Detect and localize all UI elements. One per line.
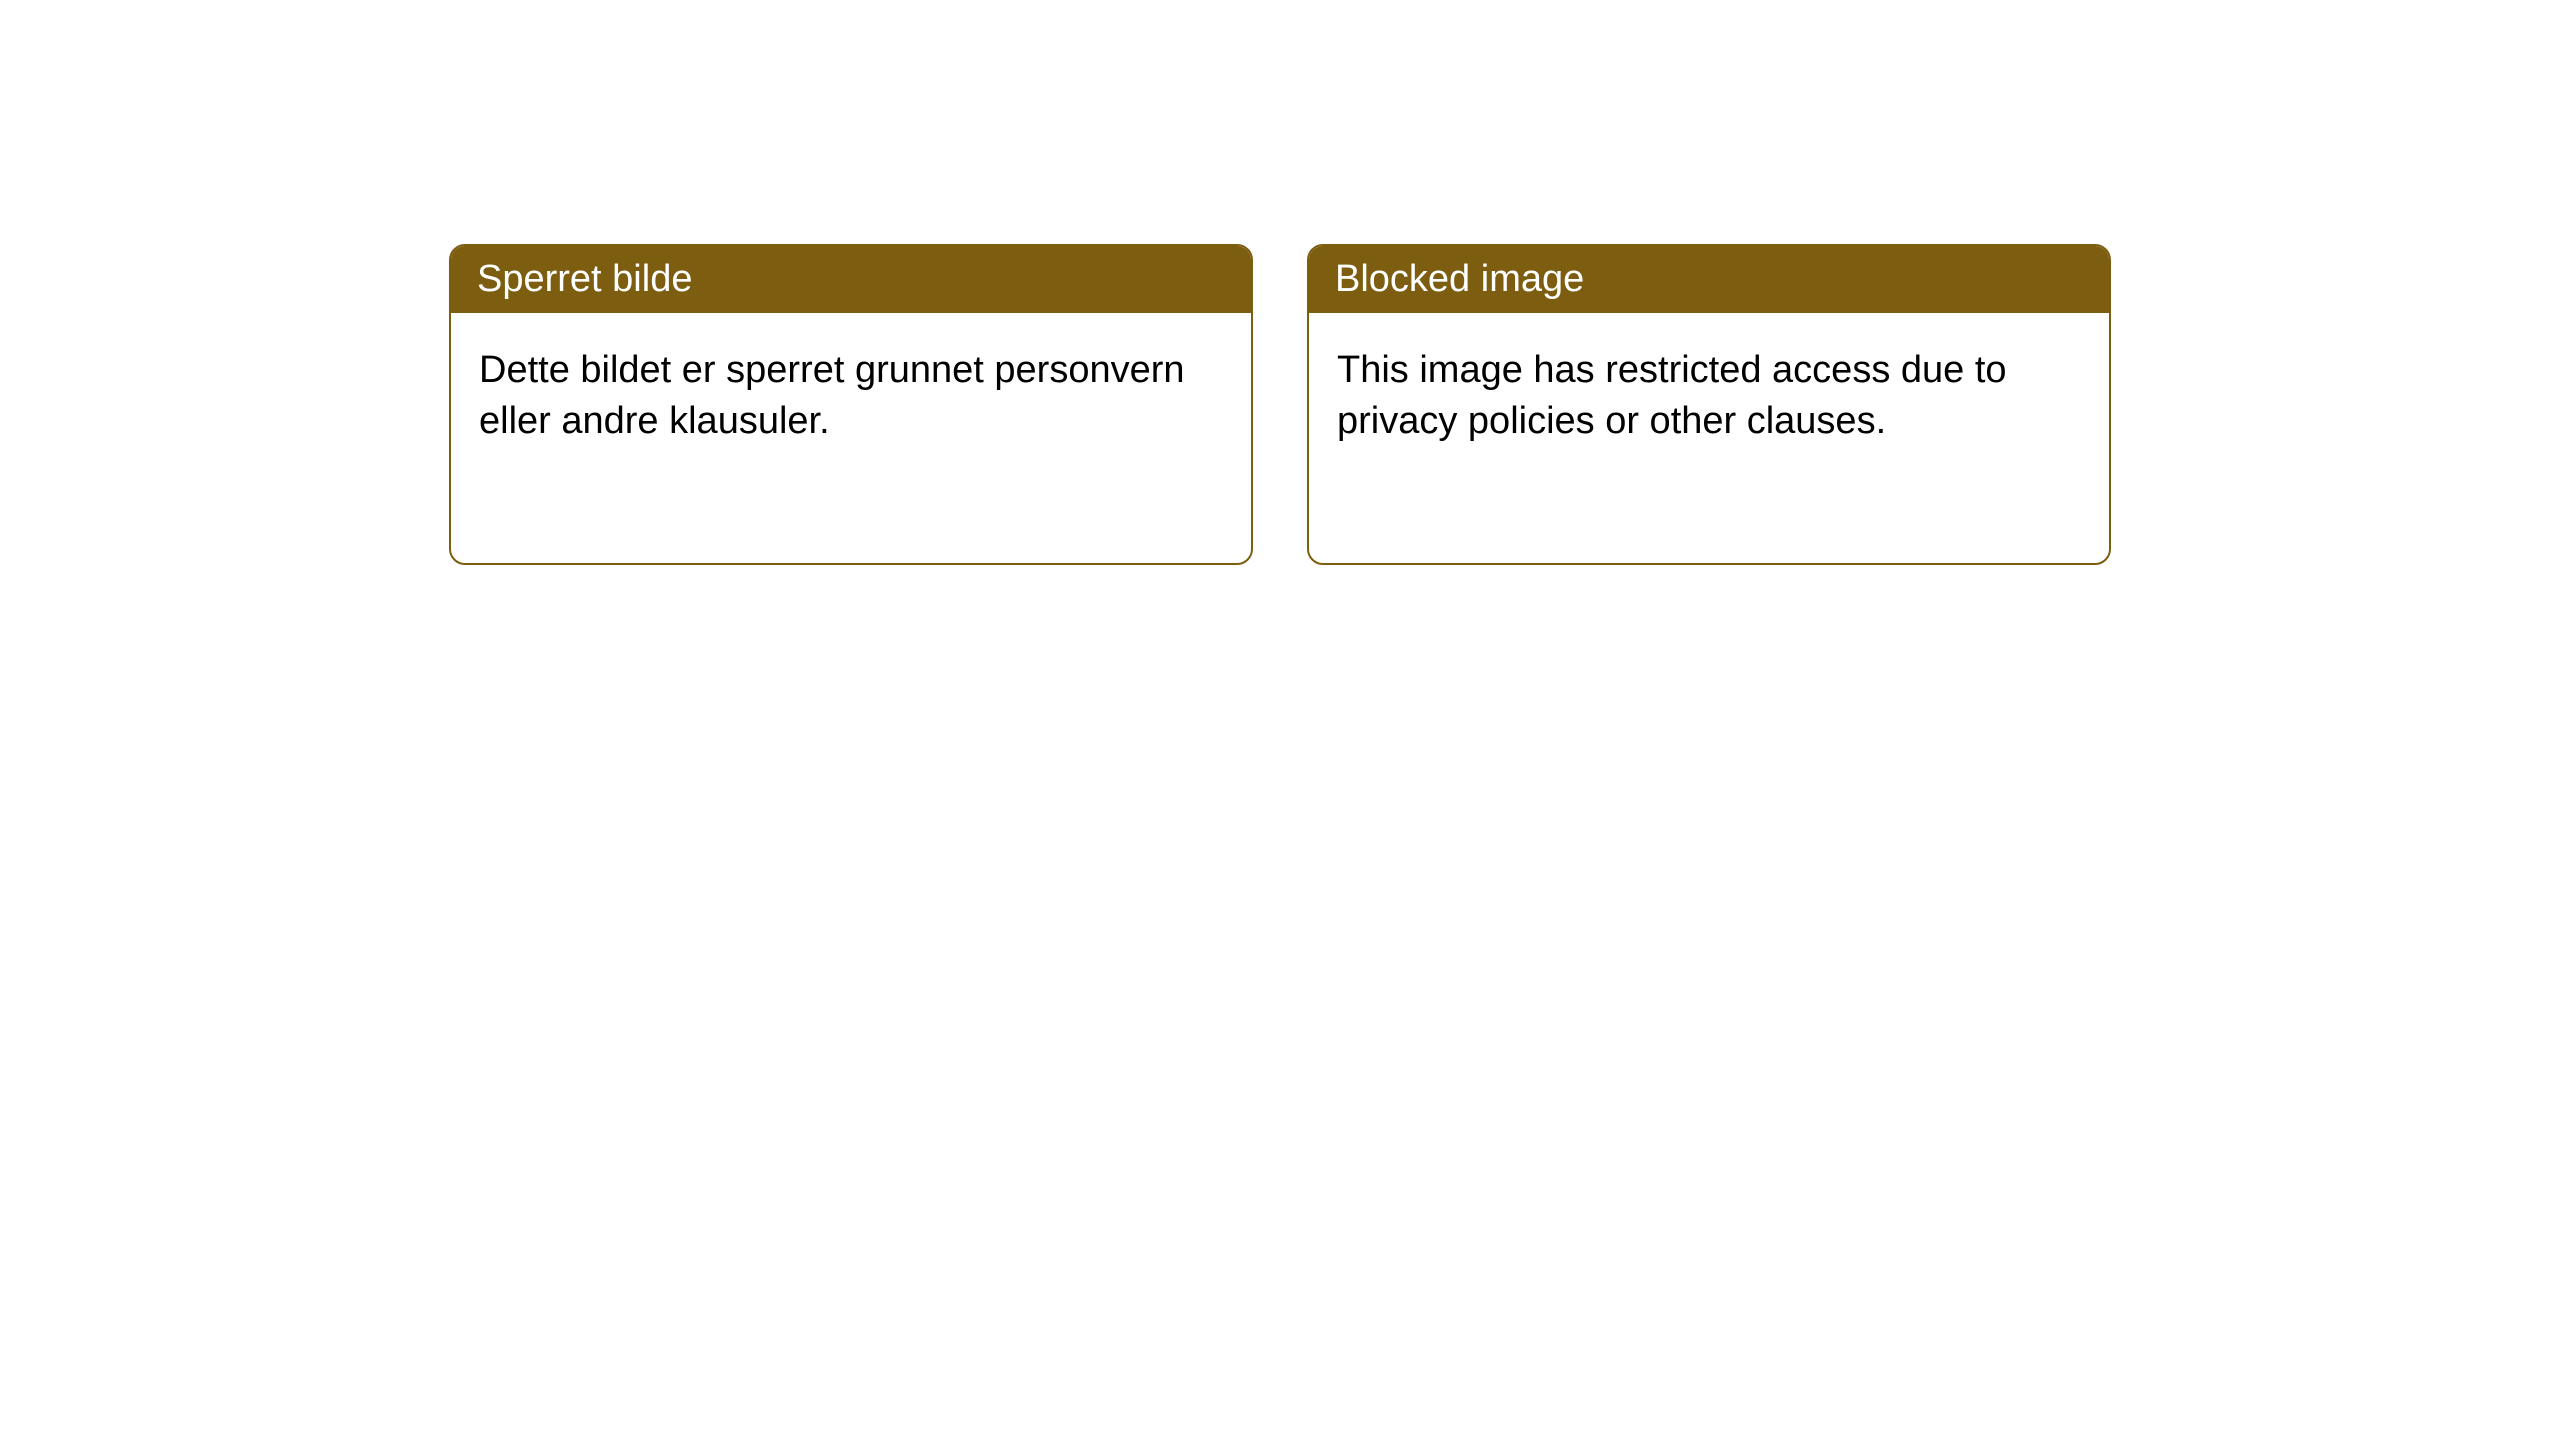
notice-card-english: Blocked image This image has restricted …: [1307, 244, 2111, 565]
notice-card-norwegian: Sperret bilde Dette bildet er sperret gr…: [449, 244, 1253, 565]
card-header-english: Blocked image: [1309, 246, 2109, 313]
card-body-english: This image has restricted access due to …: [1309, 313, 2109, 563]
card-header-norwegian: Sperret bilde: [451, 246, 1251, 313]
card-text-norwegian: Dette bildet er sperret grunnet personve…: [479, 349, 1185, 442]
card-body-norwegian: Dette bildet er sperret grunnet personve…: [451, 313, 1251, 563]
card-text-english: This image has restricted access due to …: [1337, 349, 2007, 442]
notice-cards-container: Sperret bilde Dette bildet er sperret gr…: [449, 244, 2111, 565]
card-title-norwegian: Sperret bilde: [477, 258, 692, 300]
card-title-english: Blocked image: [1335, 258, 1584, 300]
